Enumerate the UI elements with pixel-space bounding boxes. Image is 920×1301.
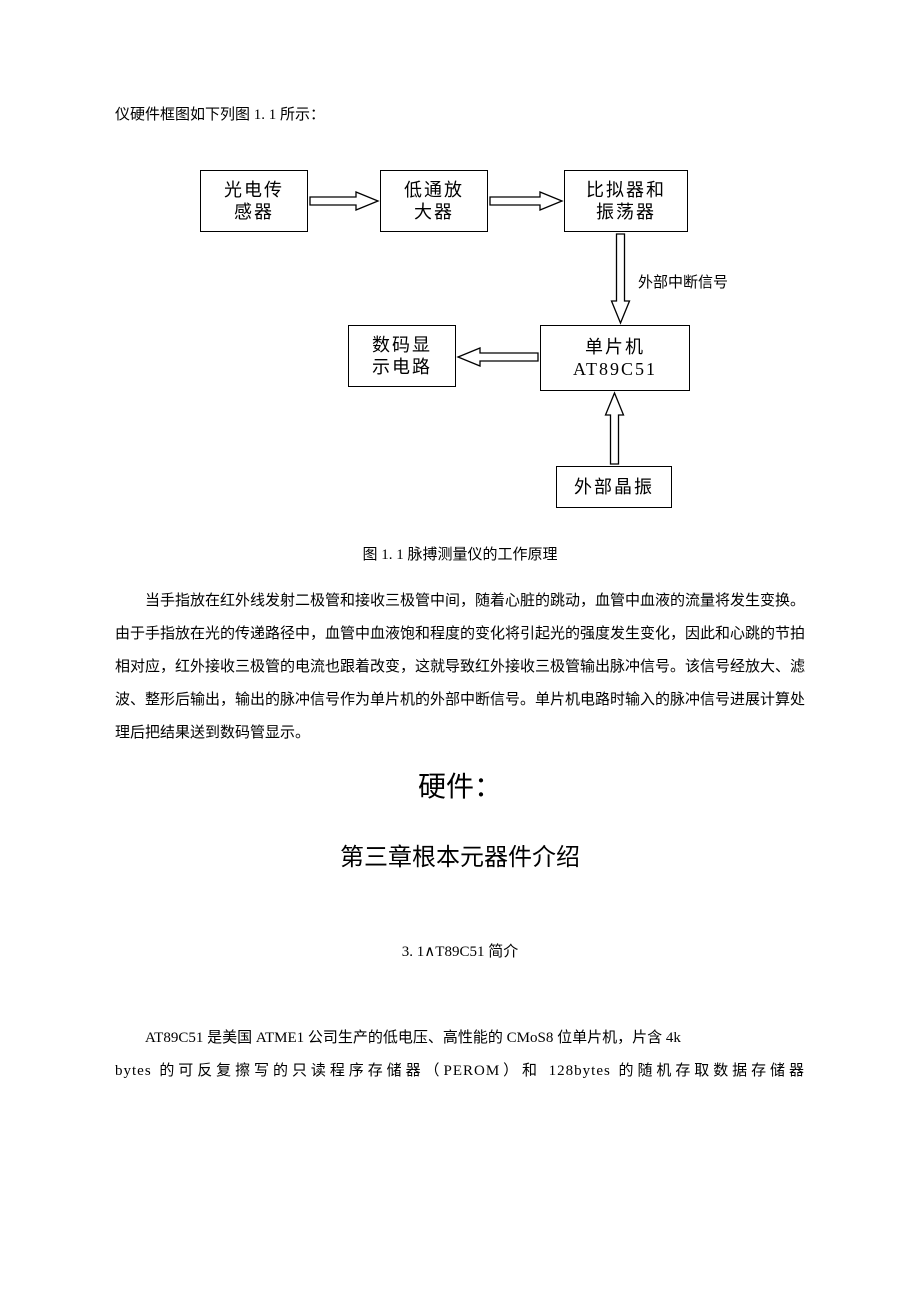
diagram-node-n1: 光电传感器 xyxy=(200,170,308,232)
figure-caption: 图 1. 1 脉搏测量仪的工作原理 xyxy=(115,540,805,570)
diagram-node-n3: 比拟器和振荡器 xyxy=(564,170,688,232)
body-paragraph-2b: bytes 的可反复擦写的只读程序存储器（PEROM）和 128bytes 的随… xyxy=(115,1055,805,1088)
block-diagram: 光电传感器低通放大器比拟器和振荡器数码显示电路单片机AT89C51外部晶振外部中… xyxy=(200,170,720,510)
block-diagram-wrap: 光电传感器 低通放大器 比拟器和振荡器数码显示电路 单片机AT89C51 外部晶振 外部中… xyxy=(115,170,805,510)
diagram-node-n5: 单片机AT89C51 xyxy=(540,325,690,391)
diagram-node-n4: 数码显示电路 xyxy=(348,325,456,387)
diagram-node-label: 外部晶振 xyxy=(574,476,654,499)
body-paragraph-1: 当手指放在红外线发射二极管和接收三极管中间，随着心脏的跳动，血管中血液的流量将发… xyxy=(115,585,805,750)
diagram-edge-label: 外部中断信号 xyxy=(638,268,728,298)
diagram-node-label: AT89C51 xyxy=(573,358,657,381)
diagram-node-label: 感器 xyxy=(234,201,274,224)
body-paragraph-2a: AT89C51 是美国 ATME1 公司生产的低电压、高性能的 CMoS8 位单… xyxy=(115,1022,805,1055)
diagram-node-label: 低通放 xyxy=(404,179,464,202)
intro-line: 仪硬件框图如下列图 1. 1 所示： xyxy=(115,100,805,130)
diagram-node-label: 大器 xyxy=(414,201,454,224)
diagram-node-label: 数码显 xyxy=(372,334,432,357)
section-label-hardware: 硬件： xyxy=(115,760,805,816)
diagram-node-label: 振荡器 xyxy=(596,201,656,224)
diagram-node-label: 示电路 xyxy=(372,356,432,379)
diagram-node-n6: 外部晶振 xyxy=(556,466,672,508)
diagram-node-label: 单片机 xyxy=(585,336,645,359)
chapter-title: 第三章根本元器件介绍 xyxy=(115,834,805,882)
diagram-node-label: 比拟器和 xyxy=(586,179,666,202)
diagram-node-n2: 低通放大器 xyxy=(380,170,488,232)
sub-heading: 3. 1∧T89C51 简介 xyxy=(115,937,805,967)
diagram-node-label: 光电传 xyxy=(224,179,284,202)
